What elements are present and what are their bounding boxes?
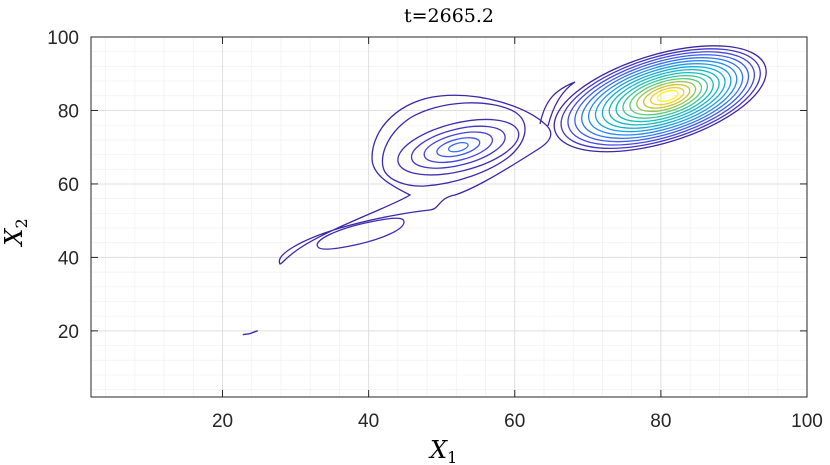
x-tick-label: 40 xyxy=(358,411,379,432)
y-axis-label: X2 xyxy=(0,218,31,247)
contour-level-main-peak xyxy=(649,86,685,106)
x-axis-label: X1 xyxy=(428,436,457,465)
y-axis-label-base: X xyxy=(0,228,28,248)
contour-level-secondary-peak xyxy=(410,125,506,169)
contour-level-third-lobe xyxy=(316,217,405,250)
y-tick-label: 80 xyxy=(58,101,79,122)
contour-level-isolated-blob xyxy=(242,330,258,336)
x-tick-labels: 20 40 60 80 100 xyxy=(212,411,823,432)
contour-level-envelope xyxy=(278,94,552,265)
contour-level-main-peak xyxy=(587,60,738,136)
contour-level-main-peak xyxy=(643,83,691,109)
contour-level-main-peak xyxy=(622,74,708,119)
contour-level-secondary-peak xyxy=(447,141,469,153)
contour-level-main-peak xyxy=(581,57,744,139)
contour-level-secondary-peak xyxy=(436,137,481,158)
x-tick-label: 100 xyxy=(791,411,823,432)
axis-ticks xyxy=(91,36,808,397)
contour-level-secondary-peak xyxy=(397,118,520,176)
contour-level-main-peak xyxy=(560,48,761,150)
contour-level-main-peak xyxy=(567,51,756,146)
x-axis-label-subscript: 1 xyxy=(447,448,457,465)
y-axis-label-subscript: 2 xyxy=(12,218,31,228)
contour-level-main-peak xyxy=(615,72,714,123)
contour-lines xyxy=(242,45,767,336)
contour-level-main-peak xyxy=(636,80,697,113)
x-tick-label: 20 xyxy=(212,411,233,432)
contour-level-main-peak xyxy=(629,77,703,116)
y-tick-label: 20 xyxy=(58,322,79,343)
y-tick-label: 40 xyxy=(58,248,79,269)
contour-level-main-peak xyxy=(574,54,750,143)
x-axis-label-base: X xyxy=(428,436,448,464)
contour-level-main-peak xyxy=(656,89,679,103)
contour-level-secondary-peak xyxy=(423,131,494,164)
y-tick-labels: 20 40 60 80 100 xyxy=(47,28,79,343)
contour-level-main-peak xyxy=(608,69,720,126)
y-tick-label: 100 xyxy=(47,28,79,49)
chart-title: t=2665.2 xyxy=(404,5,494,27)
contour-level-secondary-outer xyxy=(381,102,526,187)
contour-level-bridge xyxy=(539,81,576,127)
contour-level-main-peak xyxy=(601,66,726,129)
contour-level-main-peak xyxy=(553,45,767,153)
contour-level-main-peak xyxy=(594,63,732,133)
plot-area xyxy=(91,37,807,397)
x-tick-label: 80 xyxy=(650,411,671,432)
x-tick-label: 60 xyxy=(504,411,525,432)
y-tick-label: 60 xyxy=(58,175,79,196)
plot-frame xyxy=(90,36,808,398)
